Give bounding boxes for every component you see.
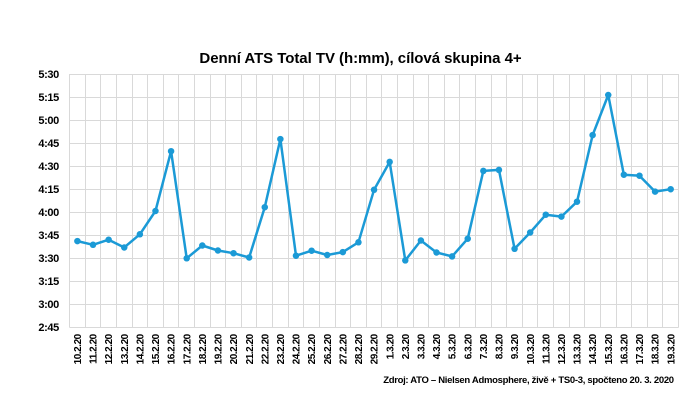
svg-text:19.2.20: 19.2.20 — [214, 333, 225, 364]
svg-text:18.2.20: 18.2.20 — [198, 333, 209, 364]
svg-text:16.2.20: 16.2.20 — [167, 333, 178, 364]
svg-text:4.3.20: 4.3.20 — [432, 333, 443, 359]
svg-text:1.3.20: 1.3.20 — [385, 333, 396, 359]
svg-text:11.3.20: 11.3.20 — [541, 333, 552, 364]
svg-text:15.3.20: 15.3.20 — [604, 333, 615, 364]
svg-text:3:15: 3:15 — [38, 276, 59, 288]
svg-text:7.3.20: 7.3.20 — [479, 333, 490, 359]
svg-text:25.2.20: 25.2.20 — [307, 333, 318, 364]
svg-text:29.2.20: 29.2.20 — [370, 333, 381, 364]
svg-text:13.2.20: 13.2.20 — [120, 333, 131, 364]
svg-text:13.3.20: 13.3.20 — [573, 333, 584, 364]
svg-text:11.2.20: 11.2.20 — [89, 333, 100, 364]
svg-text:14.2.20: 14.2.20 — [135, 333, 146, 364]
svg-text:10.3.20: 10.3.20 — [526, 333, 537, 364]
svg-text:Zdroj: ATO – Nielsen Admospher: Zdroj: ATO – Nielsen Admosphere, živě + … — [383, 375, 674, 386]
svg-text:3.3.20: 3.3.20 — [416, 333, 427, 359]
svg-text:18.3.20: 18.3.20 — [651, 333, 662, 364]
svg-text:6.3.20: 6.3.20 — [463, 333, 474, 359]
svg-text:4:00: 4:00 — [38, 207, 59, 219]
svg-text:26.2.20: 26.2.20 — [323, 333, 334, 364]
svg-text:24.2.20: 24.2.20 — [292, 333, 303, 364]
svg-text:4:30: 4:30 — [38, 161, 59, 173]
svg-text:28.2.20: 28.2.20 — [354, 333, 365, 364]
svg-text:12.3.20: 12.3.20 — [557, 333, 568, 364]
svg-text:3:00: 3:00 — [38, 299, 59, 311]
svg-text:17.2.20: 17.2.20 — [182, 333, 193, 364]
svg-text:12.2.20: 12.2.20 — [104, 333, 115, 364]
svg-text:15.2.20: 15.2.20 — [151, 333, 162, 364]
svg-text:22.2.20: 22.2.20 — [260, 333, 271, 364]
svg-text:4:15: 4:15 — [38, 184, 59, 196]
svg-text:14.3.20: 14.3.20 — [588, 333, 599, 364]
svg-text:3:45: 3:45 — [38, 230, 59, 242]
svg-text:2.3.20: 2.3.20 — [401, 333, 412, 359]
svg-text:9.3.20: 9.3.20 — [510, 333, 521, 359]
svg-text:20.2.20: 20.2.20 — [229, 333, 240, 364]
svg-text:21.2.20: 21.2.20 — [245, 333, 256, 364]
svg-text:4:45: 4:45 — [38, 138, 59, 150]
svg-text:3:30: 3:30 — [38, 253, 59, 265]
svg-text:Denní ATS Total TV (h:mm), cíl: Denní ATS Total TV (h:mm), cílová skupin… — [199, 50, 521, 67]
svg-text:5:00: 5:00 — [38, 115, 59, 127]
svg-text:16.3.20: 16.3.20 — [619, 333, 630, 364]
svg-text:23.2.20: 23.2.20 — [276, 333, 287, 364]
svg-text:17.3.20: 17.3.20 — [635, 333, 646, 364]
svg-text:5.3.20: 5.3.20 — [448, 333, 459, 359]
svg-text:27.2.20: 27.2.20 — [338, 333, 349, 364]
svg-text:19.3.20: 19.3.20 — [666, 333, 677, 364]
svg-text:8.3.20: 8.3.20 — [495, 333, 506, 359]
svg-text:5:15: 5:15 — [38, 92, 59, 104]
svg-text:10.2.20: 10.2.20 — [73, 333, 84, 364]
svg-text:5:30: 5:30 — [38, 69, 59, 81]
svg-text:2:45: 2:45 — [38, 322, 59, 334]
